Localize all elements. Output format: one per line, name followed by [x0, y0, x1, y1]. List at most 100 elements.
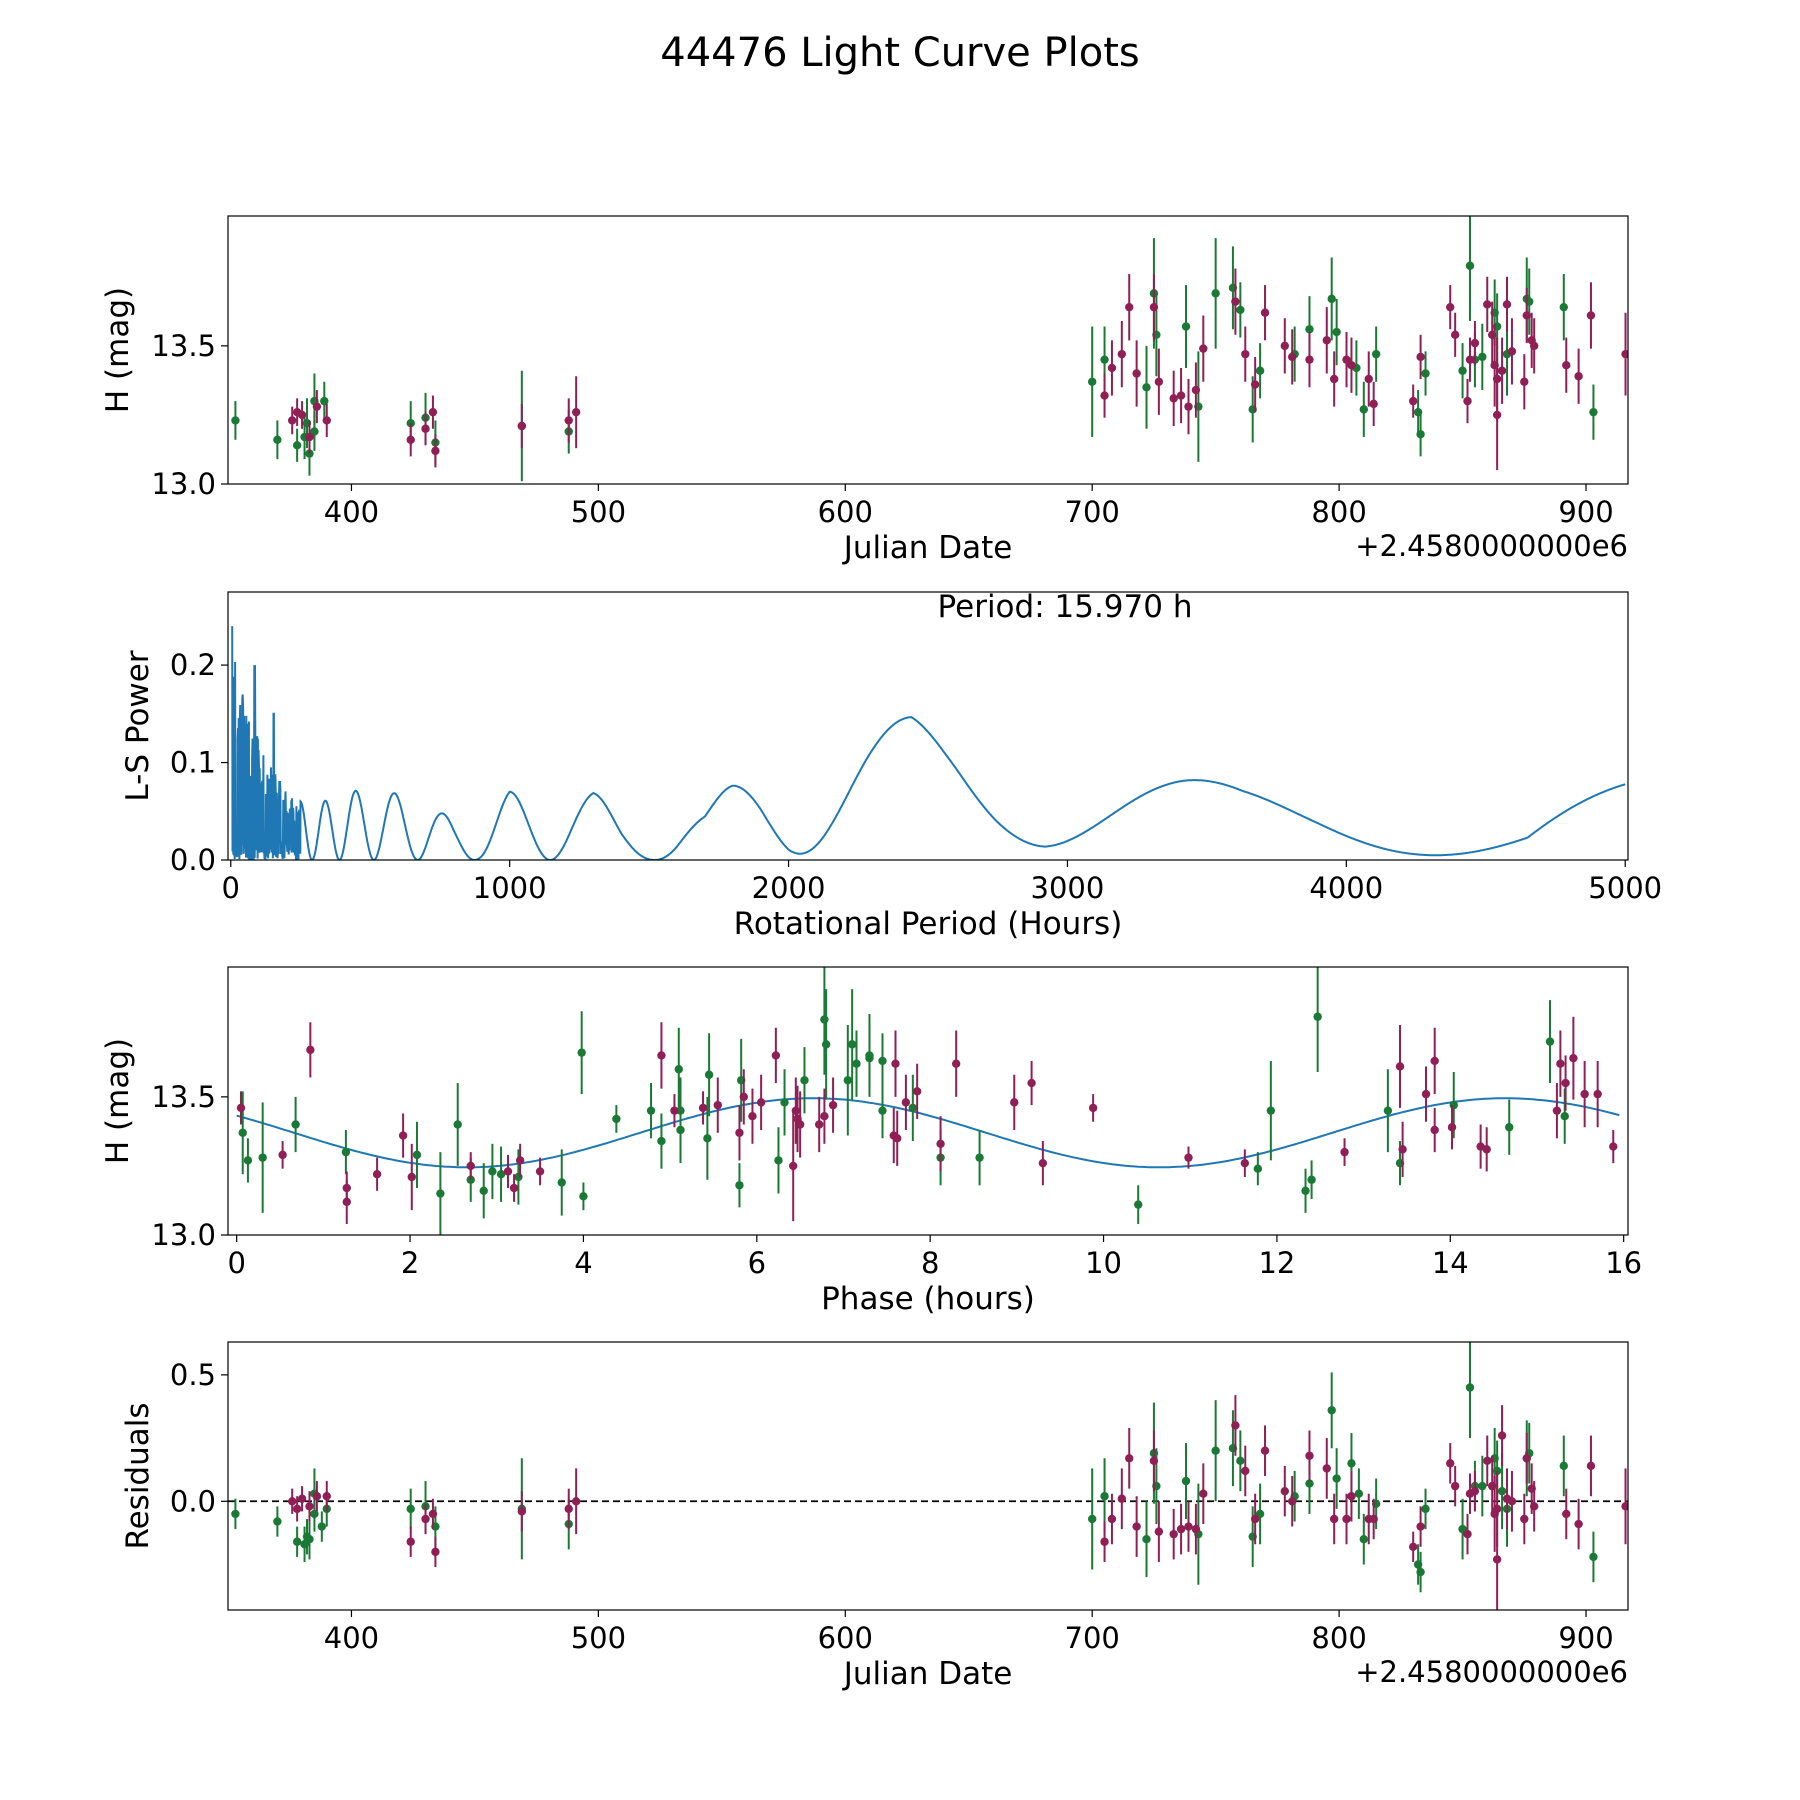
magenta-data-point: [1463, 1529, 1472, 1539]
x-tick-label: 900: [1558, 495, 1613, 529]
x-tick-label: 14: [1432, 1246, 1469, 1280]
phase-folded-ylabel: H (mag): [100, 1038, 136, 1164]
green-data-point: [657, 1136, 666, 1146]
magenta-data-point: [756, 1098, 766, 1107]
magenta-data-point: [1507, 347, 1517, 356]
green-data-point: [1465, 1383, 1475, 1392]
magenta-data-point: [1470, 1486, 1480, 1496]
magenta-data-point: [1184, 402, 1193, 411]
x-tick-label: 700: [1065, 1621, 1120, 1655]
green-data-point: [1589, 407, 1598, 417]
magenta-data-point: [1088, 1103, 1098, 1113]
magenta-data-point: [517, 421, 527, 431]
magenta-data-point: [1522, 311, 1531, 320]
magenta-series: [287, 268, 1628, 471]
magenta-data-point: [1176, 1524, 1186, 1534]
magenta-data-point: [1580, 1089, 1589, 1099]
x-tick-label: 1000: [473, 871, 547, 905]
magenta-data-point: [428, 407, 438, 417]
green-data-point: [1142, 1535, 1151, 1544]
magenta-data-point: [287, 416, 297, 425]
x-tick-label: 2: [401, 1246, 419, 1280]
green-data-point: [865, 1051, 874, 1060]
green-data-point: [273, 1517, 282, 1526]
magenta-data-point: [657, 1051, 666, 1060]
magenta-data-point: [891, 1059, 900, 1068]
magenta-data-point: [1421, 1089, 1431, 1099]
phase-folded-axes-frame: [227, 966, 1629, 1236]
green-data-point: [1255, 366, 1265, 375]
magenta-data-point: [1586, 1461, 1596, 1471]
green-data-point: [674, 1065, 683, 1074]
light-curve-ticks: 400 500 600 700 800 900 13.0 13.5: [151, 329, 1613, 529]
green-data-point: [1497, 1486, 1507, 1496]
x-tick-label: 400: [324, 1621, 379, 1655]
magenta-data-point: [1132, 1522, 1141, 1531]
magenta-data-point: [503, 1167, 513, 1176]
magenta-data-point: [1100, 1537, 1109, 1546]
magenta-data-point: [1520, 377, 1529, 386]
magenta-data-point: [297, 1494, 307, 1503]
magenta-data-point: [407, 1172, 416, 1182]
green-data-point: [317, 1522, 327, 1531]
green-data-point: [1589, 1552, 1598, 1562]
magenta-data-point: [1463, 396, 1472, 406]
magenta-data-point: [1529, 1502, 1539, 1511]
magenta-data-point: [1561, 1078, 1570, 1088]
magenta-data-point: [1408, 1542, 1418, 1551]
x-tick-label: 5000: [1588, 871, 1662, 905]
magenta-data-point: [1231, 1421, 1240, 1430]
x-tick-label: 700: [1065, 495, 1120, 529]
green-data-point: [557, 1178, 566, 1187]
green-data-point: [488, 1167, 497, 1176]
y-tick-label: 0.5: [170, 1358, 216, 1392]
x-tick-label: 800: [1311, 1621, 1366, 1655]
magenta-data-point: [287, 1497, 297, 1506]
magenta-data-point: [292, 1504, 302, 1514]
green-data-point: [273, 435, 282, 444]
magenta-data-point: [815, 1120, 824, 1129]
magenta-data-point: [748, 1111, 757, 1121]
green-data-point: [975, 1153, 984, 1162]
periodogram-plot-area: [231, 626, 1626, 860]
magenta-data-point: [1107, 1514, 1117, 1524]
magenta-data-point: [406, 1537, 415, 1546]
y-tick-label: 13.0: [151, 1218, 216, 1252]
green-data-point: [1236, 305, 1245, 315]
magenta-data-point: [1176, 391, 1186, 400]
magenta-data-point: [322, 416, 331, 425]
magenta-data-point: [1369, 1514, 1378, 1524]
green-data-point: [1327, 1406, 1336, 1415]
magenta-data-point: [428, 1509, 438, 1519]
x-tick-label: 500: [571, 495, 626, 529]
x-tick-label: 16: [1605, 1246, 1642, 1280]
green-data-point: [1458, 366, 1467, 375]
magenta-data-point: [1329, 1514, 1339, 1524]
green-data-point: [436, 1189, 445, 1198]
magenta-data-point: [1465, 355, 1475, 364]
x-tick-label: 400: [324, 495, 379, 529]
green-data-point: [1332, 327, 1341, 337]
magenta-data-point: [571, 407, 581, 417]
phase-folded-xlabel: Phase (hours): [821, 1281, 1035, 1317]
green-data-point: [1100, 1492, 1109, 1501]
magenta-data-point: [1125, 302, 1134, 312]
magenta-data-point: [297, 410, 307, 420]
periodogram-axes-frame: [227, 591, 1629, 861]
green-data-point: [703, 1134, 712, 1143]
green-data-point: [847, 1040, 857, 1049]
x-tick-label: 3000: [1031, 871, 1105, 905]
magenta-data-point: [1149, 302, 1159, 312]
magenta-data-point: [305, 432, 314, 442]
green-data-point: [1347, 1459, 1356, 1468]
green-data-point: [1465, 261, 1475, 270]
green-data-point: [1087, 377, 1097, 386]
magenta-data-point: [1322, 336, 1331, 345]
green-data-point: [231, 416, 240, 425]
magenta-data-point: [820, 1111, 829, 1121]
magenta-data-point: [1529, 341, 1539, 351]
periodogram-ylabel: L-S Power: [120, 650, 156, 801]
green-data-point: [577, 1048, 586, 1057]
magenta-data-point: [1574, 372, 1583, 381]
